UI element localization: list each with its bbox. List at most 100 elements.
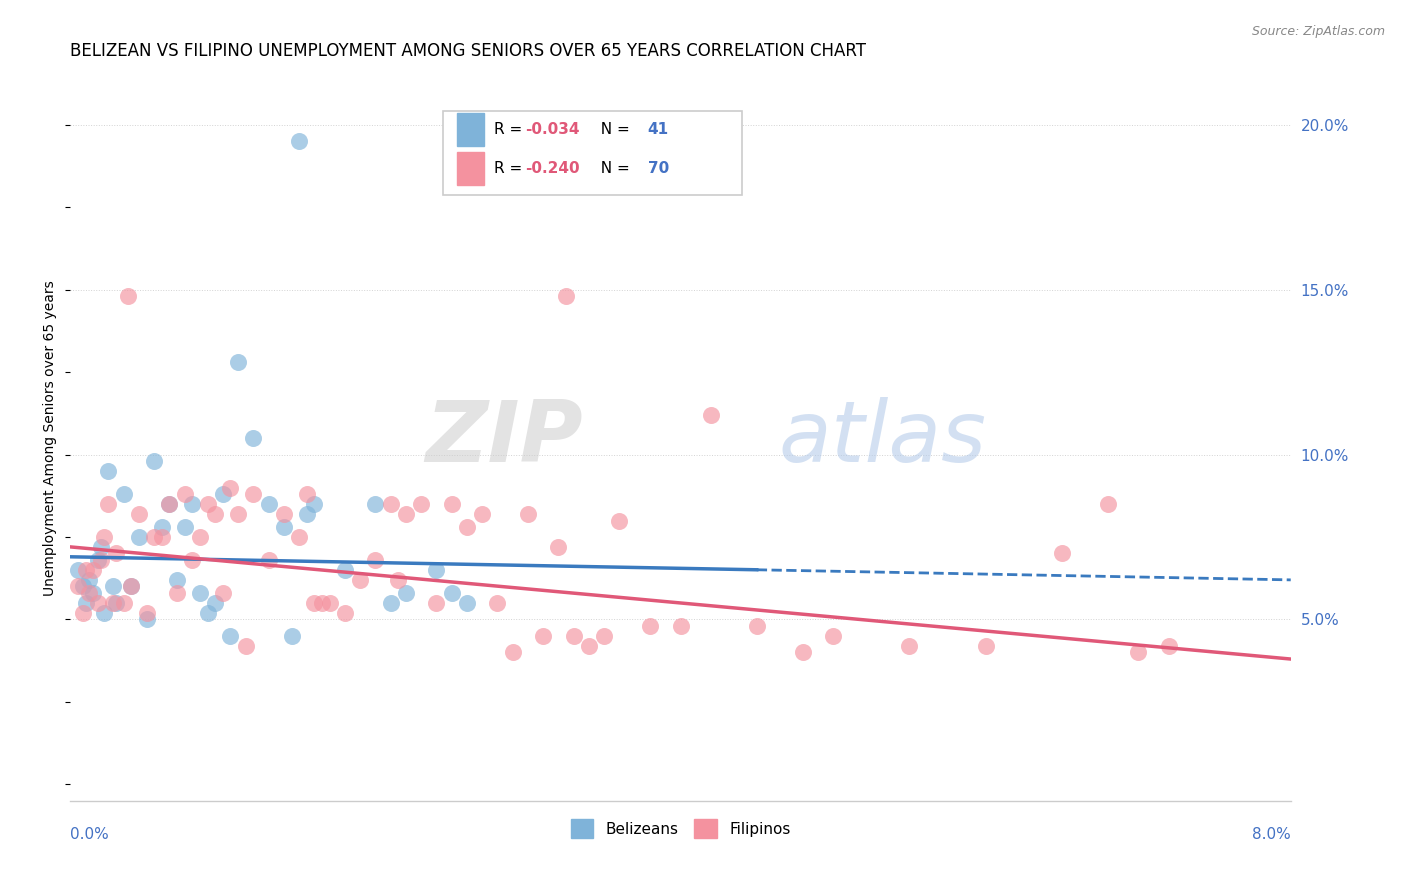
Point: [1157, 639, 1180, 653]
Point: [219, 481, 242, 495]
Point: [181, 497, 204, 511]
Point: [486, 596, 509, 610]
Text: -0.034: -0.034: [526, 121, 581, 136]
Point: [87, 553, 110, 567]
Point: [105, 547, 128, 561]
Point: [517, 507, 540, 521]
Point: [150, 520, 173, 534]
Point: [318, 596, 340, 610]
Point: [93, 606, 115, 620]
Point: [82, 563, 104, 577]
Point: [456, 520, 478, 534]
Point: [72, 606, 94, 620]
Point: [235, 639, 257, 653]
Point: [101, 579, 124, 593]
Point: [562, 629, 585, 643]
Point: [90, 540, 112, 554]
Point: [349, 573, 371, 587]
Point: [257, 497, 280, 511]
Point: [82, 586, 104, 600]
Text: atlas: atlas: [778, 397, 986, 480]
Point: [128, 507, 150, 521]
Point: [333, 606, 356, 620]
Point: [101, 596, 124, 610]
Point: [555, 289, 578, 303]
Point: [219, 629, 242, 643]
Point: [578, 639, 600, 653]
Point: [159, 497, 181, 511]
Point: [72, 579, 94, 593]
Point: [143, 530, 166, 544]
Point: [212, 586, 235, 600]
Point: [1097, 497, 1119, 511]
Point: [745, 619, 768, 633]
Point: [425, 596, 447, 610]
Point: [242, 487, 264, 501]
Text: BELIZEAN VS FILIPINO UNEMPLOYMENT AMONG SENIORS OVER 65 YEARS CORRELATION CHART: BELIZEAN VS FILIPINO UNEMPLOYMENT AMONG …: [70, 42, 866, 60]
Point: [159, 497, 181, 511]
Point: [197, 497, 219, 511]
Point: [188, 586, 211, 600]
Bar: [457, 113, 484, 145]
Point: [974, 639, 997, 653]
Text: N =: N =: [592, 161, 636, 176]
FancyBboxPatch shape: [443, 112, 741, 195]
Point: [898, 639, 921, 653]
Point: [112, 596, 135, 610]
Point: [280, 629, 302, 643]
Text: -0.240: -0.240: [526, 161, 581, 176]
Point: [93, 530, 115, 544]
Point: [75, 563, 97, 577]
Y-axis label: Unemployment Among Seniors over 65 years: Unemployment Among Seniors over 65 years: [44, 280, 58, 596]
Text: Source: ZipAtlas.com: Source: ZipAtlas.com: [1251, 25, 1385, 38]
Point: [226, 355, 249, 369]
Point: [593, 629, 616, 643]
Point: [364, 553, 387, 567]
Point: [188, 530, 211, 544]
Point: [181, 553, 204, 567]
Point: [173, 487, 195, 501]
Point: [87, 596, 110, 610]
Point: [823, 629, 845, 643]
Point: [295, 487, 318, 501]
Point: [117, 289, 139, 303]
Point: [90, 553, 112, 567]
Point: [700, 408, 723, 422]
Point: [531, 629, 554, 643]
Text: R =: R =: [494, 161, 527, 176]
Point: [97, 497, 120, 511]
Bar: [457, 153, 484, 185]
Point: [273, 507, 295, 521]
Point: [120, 579, 142, 593]
Point: [135, 606, 157, 620]
Point: [204, 596, 226, 610]
Point: [105, 596, 128, 610]
Point: [226, 507, 249, 521]
Point: [380, 497, 402, 511]
Point: [242, 431, 264, 445]
Point: [288, 530, 311, 544]
Point: [166, 573, 188, 587]
Point: [440, 586, 463, 600]
Point: [669, 619, 692, 633]
Point: [440, 497, 463, 511]
Point: [471, 507, 494, 521]
Point: [135, 612, 157, 626]
Point: [112, 487, 135, 501]
Point: [1050, 547, 1073, 561]
Text: 8.0%: 8.0%: [1251, 827, 1291, 842]
Point: [257, 553, 280, 567]
Point: [1128, 645, 1150, 659]
Point: [75, 596, 97, 610]
Point: [150, 530, 173, 544]
Point: [273, 520, 295, 534]
Point: [77, 586, 100, 600]
Point: [212, 487, 235, 501]
Point: [288, 134, 311, 148]
Text: ZIP: ZIP: [425, 397, 583, 480]
Point: [197, 606, 219, 620]
Point: [66, 579, 89, 593]
Point: [304, 596, 326, 610]
Point: [295, 507, 318, 521]
Point: [395, 507, 418, 521]
